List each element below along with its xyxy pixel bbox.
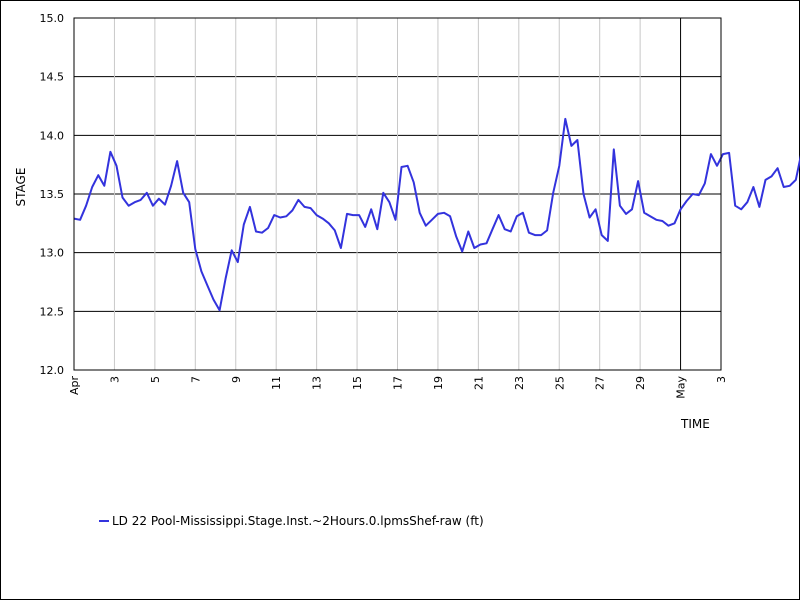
- x-tick-label: 3: [108, 376, 121, 383]
- x-tick-label: 13: [311, 376, 324, 390]
- y-axis-title: STAGE: [14, 168, 28, 207]
- x-tick-label: 3: [715, 376, 728, 383]
- x-tick-label: 23: [513, 376, 526, 390]
- x-tick-label: 5: [149, 376, 162, 383]
- x-tick-label: 9: [230, 376, 243, 383]
- x-axis-title: TIME: [680, 417, 710, 431]
- x-tick-label: 25: [553, 376, 566, 390]
- y-axis-ticks: 12.0 12.5 13.0 13.5 14.0 14.5 15.0: [40, 12, 65, 377]
- x-tick-label: 11: [270, 376, 283, 390]
- y-tick-label: 15.0: [40, 12, 65, 25]
- y-tick-label: 13.0: [40, 247, 65, 260]
- x-tick-label: 7: [189, 376, 202, 383]
- y-tick-label: 12.5: [40, 305, 65, 318]
- x-tick-label: 27: [594, 376, 607, 390]
- x-tick-label: 29: [634, 376, 647, 390]
- x-tick-label: May: [675, 376, 688, 399]
- x-tick-label: Apr: [68, 376, 81, 396]
- y-tick-label: 14.0: [40, 129, 65, 142]
- series-line: [73, 117, 800, 312]
- legend: LD 22 Pool-Mississippi.Stage.Inst.~2Hour…: [99, 514, 484, 528]
- x-tick-label: 15: [351, 376, 364, 390]
- y-tick-label: 13.5: [40, 188, 65, 201]
- x-tick-label: 17: [392, 376, 405, 390]
- x-axis-ticks: Apr 3 5 7 9 11 13 15 17 19 21 23 25 27 29 May 3: [68, 376, 728, 399]
- y-tick-label: 12.0: [40, 364, 65, 377]
- y-tick-label: 14.5: [40, 71, 65, 84]
- legend-series-label: LD 22 Pool-Mississippi.Stage.Inst.~2Hour…: [112, 514, 484, 528]
- x-tick-label: 19: [432, 376, 445, 390]
- x-tick-label: 21: [472, 376, 485, 390]
- plot-area-border: [73, 17, 722, 371]
- series-layer: [73, 117, 800, 312]
